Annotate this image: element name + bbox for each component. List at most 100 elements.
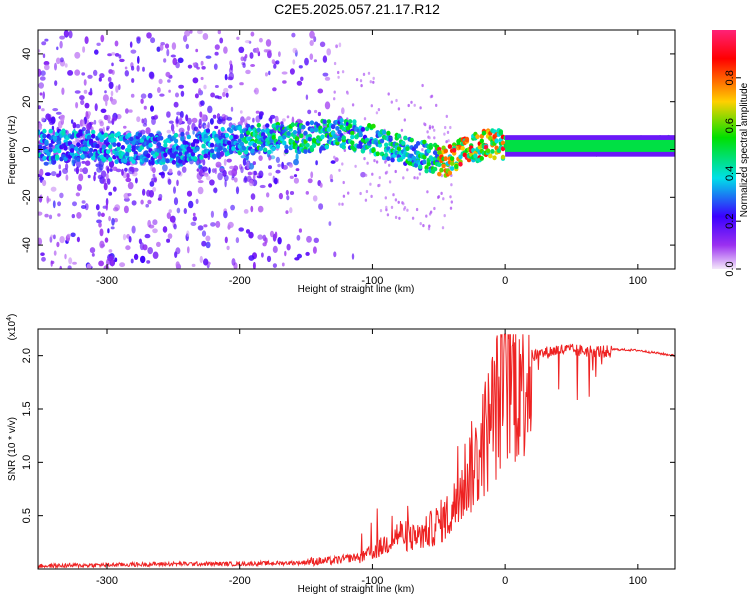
heatmap-cell bbox=[108, 157, 113, 162]
heatmap-cell bbox=[286, 195, 290, 201]
heatmap-cell bbox=[385, 208, 388, 212]
heatmap-cell bbox=[38, 144, 43, 150]
heatmap-cell bbox=[140, 98, 144, 104]
heatmap-cell bbox=[168, 120, 174, 124]
heatmap-cell bbox=[55, 57, 61, 65]
heatmap-cell bbox=[44, 213, 49, 218]
heatmap-cell bbox=[246, 161, 250, 170]
heatmap-cell bbox=[220, 150, 225, 157]
heatmap-cell bbox=[229, 128, 234, 134]
heatmap-cell bbox=[99, 121, 104, 127]
heatmap-cell bbox=[124, 167, 128, 172]
heatmap-cell bbox=[178, 158, 183, 164]
heatmap-cell bbox=[216, 150, 221, 159]
heatmap-cell bbox=[222, 91, 226, 98]
heatmap-cell bbox=[285, 210, 289, 215]
heatmap-cell bbox=[498, 129, 504, 135]
heatmap-cell bbox=[81, 200, 86, 204]
heatmap-cell bbox=[396, 133, 402, 139]
heatmap-cell bbox=[341, 70, 345, 74]
heatmap-cell bbox=[81, 126, 86, 132]
heatmap-cell bbox=[488, 135, 493, 141]
heatmap-cell bbox=[136, 36, 141, 41]
heatmap-cell bbox=[142, 244, 148, 251]
heatmap-cell bbox=[44, 140, 49, 146]
heatmap-cell bbox=[54, 62, 57, 71]
heatmap-cell bbox=[158, 172, 165, 176]
heatmap-cell bbox=[257, 205, 264, 213]
heatmap-cell bbox=[306, 235, 312, 243]
heatmap-cell bbox=[109, 168, 113, 172]
heatmap-cell bbox=[122, 158, 128, 164]
heatmap-cell bbox=[88, 91, 93, 96]
heatmap-cell bbox=[125, 151, 130, 157]
heatmap-cell bbox=[210, 222, 216, 227]
heatmap-cell bbox=[221, 113, 226, 120]
heatmap-cell bbox=[80, 99, 85, 105]
heatmap-cell bbox=[431, 125, 434, 129]
heatmap-cell bbox=[375, 111, 379, 115]
heatmap-cell bbox=[39, 175, 43, 183]
heatmap-cell bbox=[500, 146, 506, 152]
heatmap-cell bbox=[317, 88, 324, 94]
heatmap-cell bbox=[447, 139, 450, 143]
heatmap-cell bbox=[197, 225, 204, 231]
heatmap-cell bbox=[39, 168, 44, 177]
heatmap-cell bbox=[424, 168, 429, 174]
heatmap-cell bbox=[219, 37, 224, 44]
heatmap-cell bbox=[301, 124, 306, 130]
heatmap-cell bbox=[293, 174, 298, 178]
heatmap-cell bbox=[64, 63, 68, 68]
heatmap-cell bbox=[49, 121, 55, 125]
heatmap-cell bbox=[105, 149, 111, 155]
heatmap-cell bbox=[127, 193, 132, 197]
snr-frame bbox=[37, 328, 676, 570]
heatmap-cell bbox=[256, 122, 261, 128]
heatmap-cell bbox=[390, 157, 395, 163]
heatmap-cell bbox=[80, 205, 87, 209]
heatmap-cell bbox=[209, 142, 215, 148]
heatmap-cell bbox=[163, 143, 168, 148]
heatmap-cell bbox=[176, 207, 181, 214]
heatmap-cell bbox=[185, 43, 189, 50]
heatmap-cell bbox=[175, 116, 179, 124]
heatmap-cell bbox=[272, 263, 277, 268]
heatmap-cell bbox=[363, 157, 366, 161]
heatmap-cell bbox=[38, 105, 41, 110]
heatmap-cell bbox=[410, 100, 413, 104]
heatmap-cell bbox=[216, 118, 223, 125]
heatmap-cell bbox=[314, 126, 319, 132]
heatmap-cell bbox=[265, 72, 268, 77]
heatmap-cell bbox=[286, 243, 291, 251]
heatmap-cell bbox=[192, 156, 198, 162]
heatmap-cell bbox=[38, 195, 43, 203]
heatmap-cell bbox=[244, 40, 251, 44]
heatmap-cell bbox=[73, 168, 78, 172]
heatmap-cell bbox=[333, 251, 337, 258]
heatmap-cell bbox=[42, 155, 47, 161]
heatmap-cell bbox=[151, 117, 156, 125]
heatmap-cell bbox=[81, 160, 86, 164]
heatmap-cell bbox=[378, 183, 381, 187]
heatmap-cell bbox=[199, 155, 204, 160]
heatmap-cell bbox=[293, 177, 299, 184]
heatmap-cell bbox=[490, 149, 495, 154]
heatmap-cell bbox=[171, 42, 177, 50]
heatmap-cell bbox=[309, 30, 315, 39]
heatmap-cell bbox=[75, 102, 79, 109]
heatmap-cell bbox=[107, 228, 110, 234]
heatmap-cell bbox=[85, 160, 91, 166]
heatmap-cell bbox=[113, 218, 118, 223]
heatmap-cell bbox=[240, 56, 245, 62]
heatmap-cell bbox=[433, 128, 436, 132]
heatmap-cell bbox=[87, 174, 91, 179]
heatmap-cell bbox=[375, 160, 379, 164]
heatmap-cell bbox=[422, 159, 427, 165]
snr-line-series bbox=[37, 333, 676, 570]
figure-title: C2E5.2025.057.21.17.R12 bbox=[274, 1, 440, 17]
heatmap-cell bbox=[266, 192, 270, 198]
heatmap-cell bbox=[447, 170, 453, 176]
heatmap-cell bbox=[479, 138, 484, 144]
heatmap-cell bbox=[296, 234, 301, 241]
heatmap-cell bbox=[80, 154, 85, 159]
